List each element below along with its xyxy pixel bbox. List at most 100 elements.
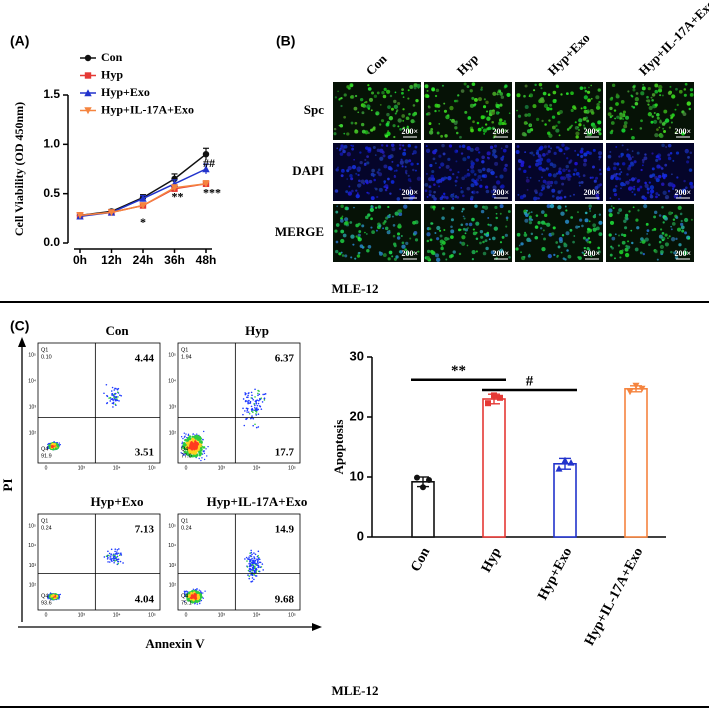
cell [351,164,357,170]
cell [441,84,444,87]
micrograph: 200× [606,82,694,140]
cell [592,227,597,232]
cell [628,210,631,213]
cell [391,215,394,218]
cell [461,176,466,181]
cell [684,248,687,251]
cell [592,223,597,228]
cell [459,241,462,244]
cell [676,176,679,179]
cell [613,192,618,197]
cell [646,95,649,99]
cell [498,106,501,109]
cell [378,224,382,228]
cell [481,126,484,129]
cell [370,196,375,201]
cell [590,255,593,258]
event-dot [195,591,199,594]
cell [373,178,376,182]
event-dot [196,433,198,435]
event-dot [258,570,261,573]
cell [399,160,404,165]
cell [361,111,365,115]
cell [590,84,593,87]
cell [358,183,362,187]
scale-label: 200× [583,249,600,258]
column-header: Hyp [454,51,481,78]
cell [572,105,576,109]
cell [415,98,419,103]
cell [343,132,346,135]
cell [455,160,458,163]
point [555,465,563,472]
event-dot [194,603,196,605]
cell [541,210,545,214]
cell [491,126,495,130]
cell [534,189,538,193]
cell [436,131,440,135]
cell [565,164,569,169]
cell [651,229,654,232]
cell [438,123,441,125]
event-dot [183,450,187,454]
cell [640,119,643,123]
quadrant-value: 9.68 [275,594,295,606]
cell [491,152,496,157]
cell [474,148,477,151]
cell [396,197,401,201]
event-dot [183,432,186,434]
event-dot [254,575,257,577]
cell [401,114,406,118]
cell [573,235,576,237]
cell [542,91,547,96]
cell [678,243,682,247]
cell [367,213,371,217]
cell [689,181,693,186]
cell [442,192,446,196]
cell [631,191,634,194]
plot-title: Hyp+IL-17A+Exo [207,494,308,509]
cell [639,127,643,130]
cell [687,156,690,159]
cell [620,233,624,237]
cell [349,173,353,178]
cell [523,233,528,237]
cell [442,152,446,156]
event-dot [106,554,109,557]
plot-title: Hyp [245,323,269,338]
cell [534,225,539,229]
cell [396,232,401,236]
cell [361,129,366,134]
event-dot [247,407,249,410]
cell [542,179,547,184]
cell [598,132,602,136]
cell [660,167,664,170]
cell [464,228,469,232]
cell [346,151,351,157]
cell [439,229,442,232]
event-dot [48,444,51,447]
cell [646,229,650,233]
cell [340,251,343,254]
cell [632,106,636,109]
cell [649,185,655,190]
cell [379,103,382,106]
x-tick-label: 0 [185,612,188,618]
cell [403,204,408,209]
cell [445,258,448,261]
cell [454,126,458,130]
event-dot [257,394,259,397]
cell [527,254,531,258]
event-dot [180,436,183,438]
cell [492,188,498,193]
cell [440,162,445,167]
event-dot [187,433,190,435]
cell [551,115,556,119]
cell [651,167,655,171]
event-dot [114,392,117,395]
cell [341,215,344,218]
cell [643,204,648,209]
cell [557,205,562,210]
cell [565,209,568,212]
cell [621,240,626,245]
